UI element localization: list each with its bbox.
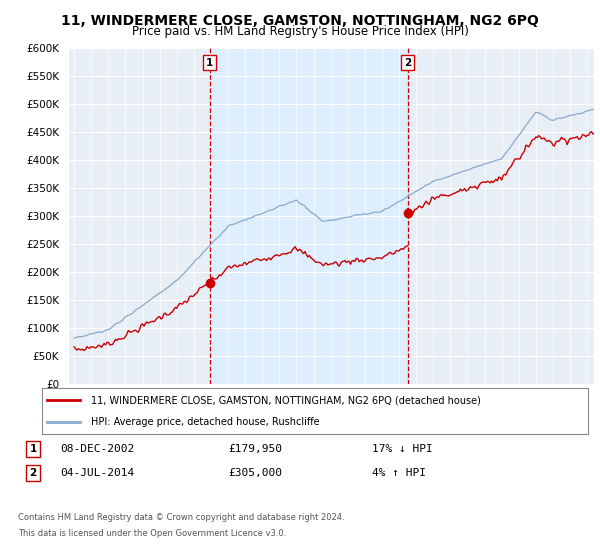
- Text: 1: 1: [206, 58, 213, 68]
- Text: 2: 2: [404, 58, 411, 68]
- Text: 11, WINDERMERE CLOSE, GAMSTON, NOTTINGHAM, NG2 6PQ (detached house): 11, WINDERMERE CLOSE, GAMSTON, NOTTINGHA…: [91, 395, 481, 405]
- Text: 4% ↑ HPI: 4% ↑ HPI: [372, 468, 426, 478]
- Text: 08-DEC-2002: 08-DEC-2002: [60, 444, 134, 454]
- Text: Price paid vs. HM Land Registry's House Price Index (HPI): Price paid vs. HM Land Registry's House …: [131, 25, 469, 38]
- Text: 04-JUL-2014: 04-JUL-2014: [60, 468, 134, 478]
- Text: 1: 1: [29, 444, 37, 454]
- Text: £305,000: £305,000: [228, 468, 282, 478]
- Text: Contains HM Land Registry data © Crown copyright and database right 2024.: Contains HM Land Registry data © Crown c…: [18, 514, 344, 522]
- Bar: [209, 48, 407, 384]
- Text: £179,950: £179,950: [228, 444, 282, 454]
- Text: 17% ↓ HPI: 17% ↓ HPI: [372, 444, 433, 454]
- Text: HPI: Average price, detached house, Rushcliffe: HPI: Average price, detached house, Rush…: [91, 417, 320, 427]
- Text: 2: 2: [29, 468, 37, 478]
- Text: This data is licensed under the Open Government Licence v3.0.: This data is licensed under the Open Gov…: [18, 529, 286, 538]
- Text: 11, WINDERMERE CLOSE, GAMSTON, NOTTINGHAM, NG2 6PQ: 11, WINDERMERE CLOSE, GAMSTON, NOTTINGHA…: [61, 14, 539, 28]
